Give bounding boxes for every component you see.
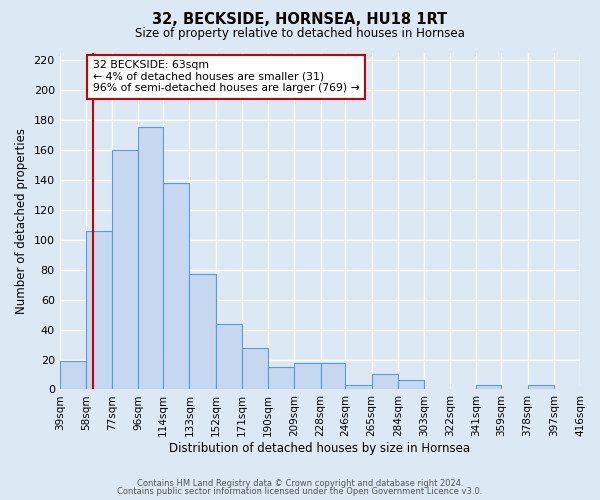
Bar	[59, 361, 86, 390]
Text: 32, BECKSIDE, HORNSEA, HU18 1RT: 32, BECKSIDE, HORNSEA, HU18 1RT	[152, 12, 448, 28]
Bar	[268, 367, 294, 390]
Bar	[242, 348, 268, 390]
Bar	[163, 183, 190, 390]
Text: Contains public sector information licensed under the Open Government Licence v3: Contains public sector information licen…	[118, 487, 482, 496]
Bar	[112, 150, 139, 390]
X-axis label: Distribution of detached houses by size in Hornsea: Distribution of detached houses by size …	[169, 442, 470, 455]
Text: Contains HM Land Registry data © Crown copyright and database right 2024.: Contains HM Land Registry data © Crown c…	[137, 478, 463, 488]
Bar	[294, 362, 320, 390]
Bar	[527, 385, 554, 390]
Bar	[476, 385, 502, 390]
Bar	[215, 324, 242, 390]
Bar	[398, 380, 424, 390]
Bar	[86, 230, 112, 390]
Bar	[371, 374, 398, 390]
Bar	[320, 362, 346, 390]
Text: Size of property relative to detached houses in Hornsea: Size of property relative to detached ho…	[135, 28, 465, 40]
Bar	[346, 385, 371, 390]
Bar	[139, 128, 163, 390]
Bar	[580, 386, 600, 390]
Text: 32 BECKSIDE: 63sqm
← 4% of detached houses are smaller (31)
96% of semi-detached: 32 BECKSIDE: 63sqm ← 4% of detached hous…	[93, 60, 359, 93]
Y-axis label: Number of detached properties: Number of detached properties	[15, 128, 28, 314]
Bar	[190, 274, 215, 390]
